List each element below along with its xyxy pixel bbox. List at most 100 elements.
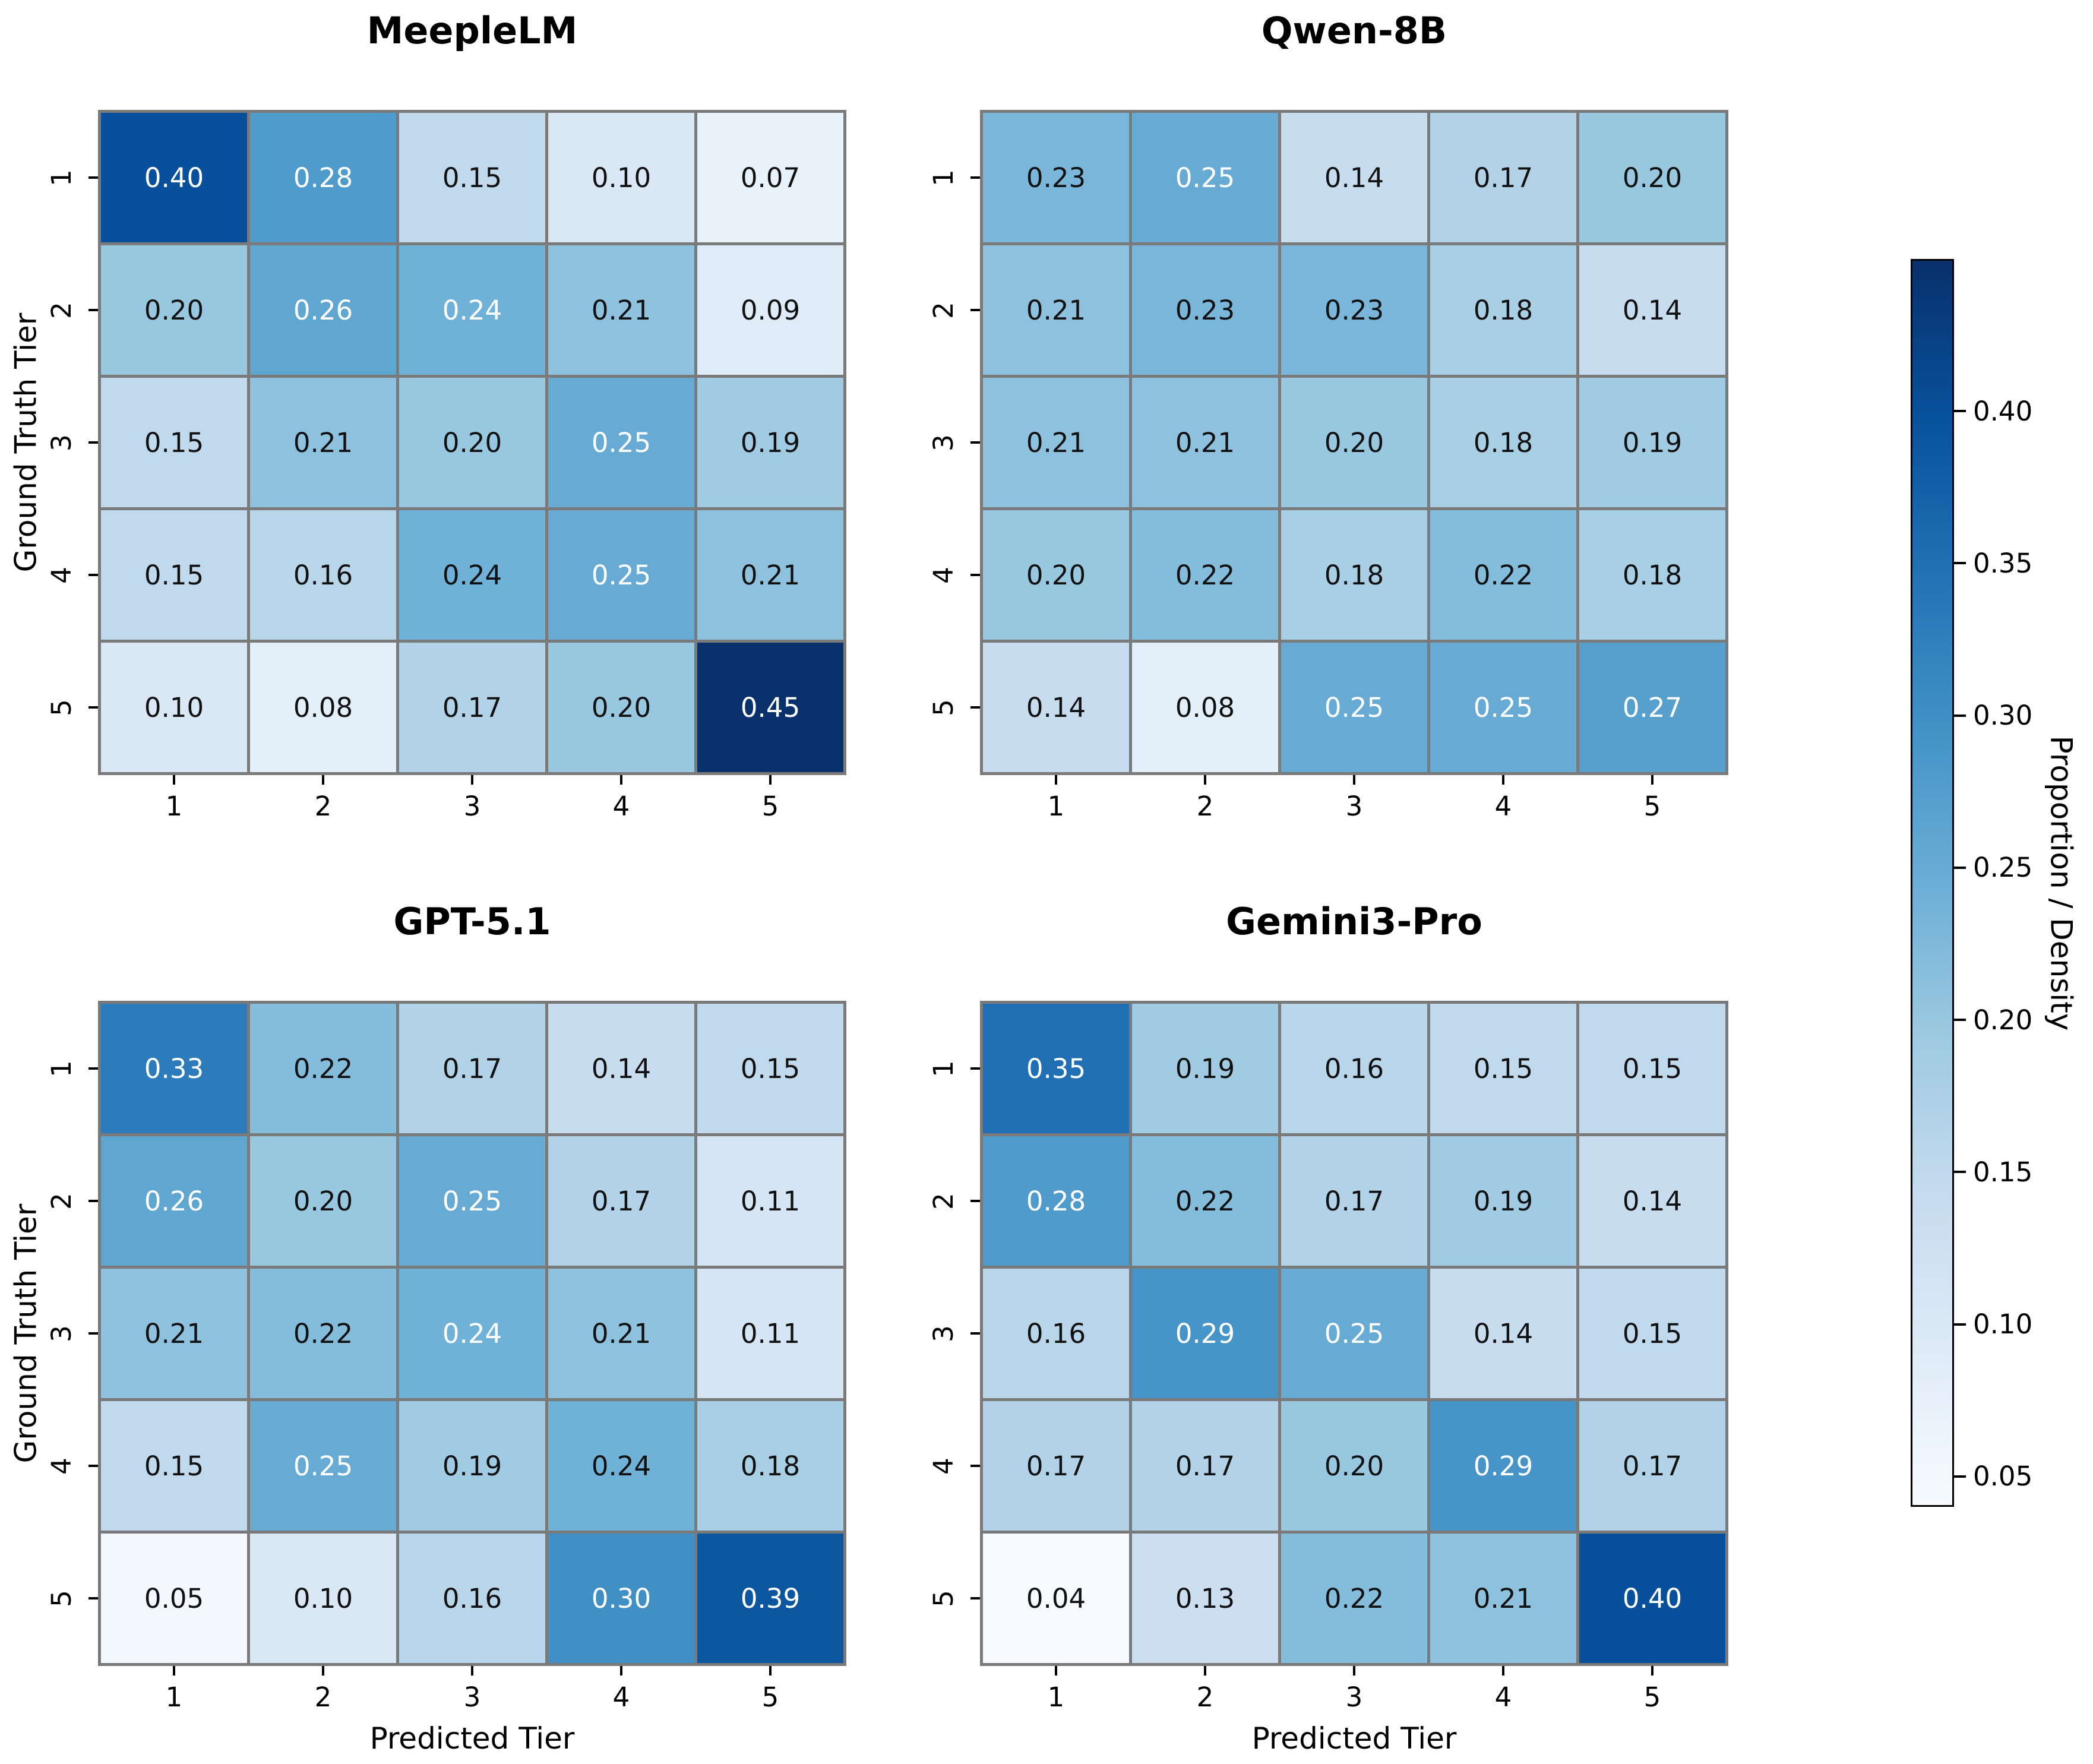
y-tickmark — [88, 176, 98, 179]
x-tick-label: 3 — [437, 788, 508, 824]
y-tick-text: 5 — [45, 698, 77, 716]
cell-value: 0.17 — [1473, 162, 1534, 194]
x-tick-text: 4 — [1494, 1681, 1512, 1713]
heatmap-cell: 0.18 — [1430, 245, 1576, 375]
y-tick-label: 2 — [922, 286, 965, 334]
x-tick-label: 2 — [287, 788, 359, 824]
y-tick-text: 4 — [45, 1457, 77, 1475]
heatmap-cell: 0.25 — [1281, 643, 1427, 772]
cell-value: 0.21 — [1473, 1582, 1534, 1614]
x-tickmark — [1353, 1666, 1355, 1676]
y-tickmark — [970, 1200, 980, 1202]
x-tick-label: 4 — [586, 788, 657, 824]
x-axis-label-text: Predicted Tier — [1251, 1721, 1457, 1756]
heatmap-cell: 0.21 — [1132, 378, 1278, 507]
y-tickmark — [88, 309, 98, 311]
cell-value: 0.17 — [1026, 1450, 1086, 1482]
heatmap-cell: 0.20 — [1281, 1401, 1427, 1531]
heatmap-cell: 0.23 — [1281, 245, 1427, 375]
cell-value: 0.21 — [591, 294, 652, 326]
cell-value: 0.20 — [293, 1185, 353, 1217]
cell-value: 0.20 — [144, 294, 204, 326]
y-tick-text: 1 — [45, 1060, 77, 1077]
heatmap-cell: 0.19 — [697, 378, 843, 507]
heatmap-cell: 0.17 — [399, 643, 545, 772]
y-tick-label: 3 — [922, 419, 965, 466]
cell-value: 0.07 — [740, 162, 801, 194]
x-tick-text: 2 — [1196, 1681, 1214, 1713]
colorbar-tick-text: 0.25 — [1973, 852, 2033, 884]
heatmap-cell: 0.17 — [1579, 1401, 1725, 1531]
colorbar-tick-label: 0.20 — [1973, 1001, 2092, 1039]
x-tickmark — [1502, 775, 1504, 785]
x-tick-text: 2 — [1196, 790, 1214, 822]
x-tickmark — [1204, 1666, 1206, 1676]
heatmap-cell: 0.14 — [1579, 1136, 1725, 1266]
x-tickmark — [1651, 1666, 1653, 1676]
cell-value: 0.22 — [1473, 559, 1534, 591]
y-tick-label: 5 — [922, 684, 965, 731]
heatmap-cell: 0.18 — [1579, 510, 1725, 640]
cell-value: 0.45 — [740, 691, 801, 723]
y-tickmark — [970, 1597, 980, 1599]
heatmap-cell: 0.29 — [1430, 1401, 1576, 1531]
x-tick-text: 2 — [314, 790, 332, 822]
y-tickmark — [88, 1597, 98, 1599]
cell-value: 0.25 — [293, 1450, 353, 1482]
x-tickmark — [1353, 775, 1355, 785]
heatmap-cell: 0.14 — [548, 1004, 694, 1133]
cell-value: 0.21 — [591, 1317, 652, 1349]
cell-value: 0.20 — [1622, 162, 1683, 194]
heatmap-cell: 0.19 — [1579, 378, 1725, 507]
y-tick-text: 4 — [927, 1457, 959, 1475]
y-tick-label: 4 — [922, 1442, 965, 1490]
heatmap-cell: 0.21 — [1430, 1534, 1576, 1663]
cell-value: 0.24 — [442, 559, 502, 591]
colorbar-tick-label: 0.05 — [1973, 1458, 2092, 1496]
panel-title: Gemini3-Pro — [1226, 900, 1482, 943]
cell-value: 0.20 — [1026, 559, 1086, 591]
y-tick-text: 2 — [45, 301, 77, 319]
x-tick-label: 4 — [1468, 788, 1539, 824]
x-tick-label: 1 — [138, 1679, 210, 1715]
cell-value: 0.29 — [1473, 1450, 1534, 1482]
y-tick-label: 5 — [922, 1575, 965, 1622]
heatmap-cell: 0.14 — [1579, 245, 1725, 375]
heatmap-cell: 0.16 — [250, 510, 396, 640]
cell-value: 0.35 — [1026, 1052, 1086, 1085]
cell-value: 0.28 — [293, 162, 353, 194]
cell-value: 0.15 — [144, 426, 204, 459]
cell-value: 0.18 — [1473, 294, 1534, 326]
heatmap-cell: 0.25 — [548, 510, 694, 640]
cell-value: 0.20 — [442, 426, 502, 459]
cell-value: 0.40 — [1622, 1582, 1683, 1614]
heatmap-cell: 0.20 — [101, 245, 247, 375]
cell-value: 0.19 — [442, 1450, 502, 1482]
heatmap-cell: 0.20 — [1281, 378, 1427, 507]
heatmap-grid: 0.40 0.28 0.15 0.10 0.07 0.20 0.26 0.24 0.21 0.09… — [98, 110, 846, 775]
heatmap-cell: 0.24 — [399, 245, 545, 375]
x-tick-label: 4 — [586, 1679, 657, 1715]
heatmap-cell: 0.22 — [1132, 510, 1278, 640]
heatmap-cell: 0.26 — [250, 245, 396, 375]
heatmap-cell: 0.14 — [1430, 1269, 1576, 1398]
y-tickmark — [970, 1067, 980, 1070]
y-tickmark — [970, 706, 980, 709]
heatmap-cell: 0.30 — [548, 1534, 694, 1663]
y-tick-label: 1 — [922, 1045, 965, 1092]
cell-value: 0.24 — [591, 1450, 652, 1482]
y-tick-text: 4 — [927, 566, 959, 584]
heatmap-cell: 0.19 — [1430, 1136, 1576, 1266]
heatmap-cell: 0.10 — [101, 643, 247, 772]
y-tick-label: 1 — [922, 154, 965, 201]
y-tick-label: 3 — [922, 1310, 965, 1357]
cell-value: 0.28 — [1026, 1185, 1086, 1217]
heatmap-cell: 0.40 — [1579, 1534, 1725, 1663]
panel-title: Qwen-8B — [1261, 9, 1447, 52]
y-tick-text: 2 — [45, 1192, 77, 1210]
heatmap-cell: 0.17 — [548, 1136, 694, 1266]
heatmap-cell: 0.21 — [983, 245, 1129, 375]
heatmap-cell: 0.19 — [1132, 1004, 1278, 1133]
x-tickmark — [769, 775, 772, 785]
heatmap-cell: 0.19 — [399, 1401, 545, 1531]
